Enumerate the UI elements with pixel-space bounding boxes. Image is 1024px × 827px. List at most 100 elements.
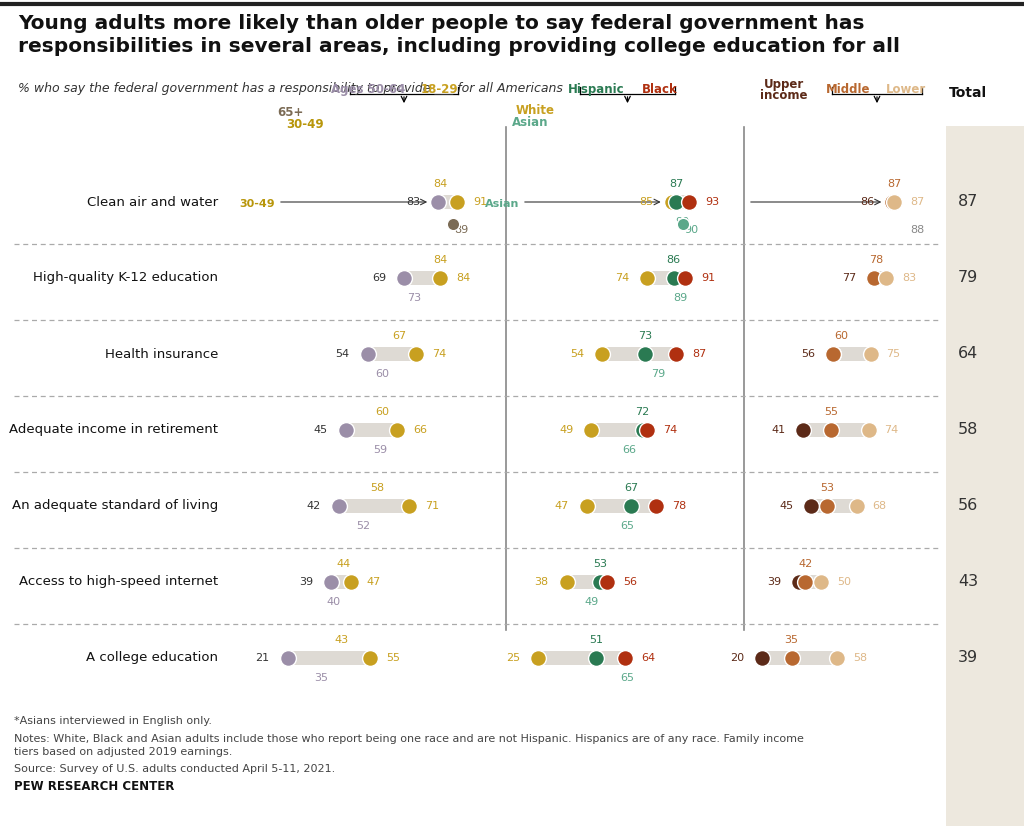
Text: 74: 74 — [432, 349, 446, 359]
Point — [588, 652, 604, 665]
Bar — [833, 347, 870, 361]
Text: 41: 41 — [771, 425, 785, 435]
Text: 83: 83 — [902, 273, 916, 283]
Point — [824, 347, 841, 361]
Bar — [339, 499, 409, 513]
Text: 64: 64 — [641, 653, 655, 663]
Point — [886, 195, 902, 208]
Text: 45: 45 — [313, 425, 328, 435]
Text: 39: 39 — [767, 577, 781, 587]
Point — [444, 218, 461, 231]
Text: Middle: Middle — [825, 83, 870, 96]
Text: 56: 56 — [801, 349, 815, 359]
Text: *Asians interviewed in English only.: *Asians interviewed in English only. — [14, 716, 212, 726]
Point — [343, 576, 359, 589]
Point — [599, 576, 615, 589]
Text: Black: Black — [642, 83, 678, 96]
Text: Asian: Asian — [484, 199, 519, 209]
Text: 65+: 65+ — [276, 106, 303, 118]
Point — [450, 195, 466, 208]
Point — [389, 423, 406, 437]
Bar — [346, 423, 397, 437]
Text: Lower: Lower — [886, 83, 926, 96]
Bar — [804, 423, 868, 437]
Text: 91: 91 — [701, 273, 715, 283]
Point — [594, 347, 610, 361]
Text: 58: 58 — [957, 423, 978, 437]
Text: 60: 60 — [834, 331, 848, 341]
Text: 78: 78 — [672, 501, 686, 511]
Text: An adequate standard of living: An adequate standard of living — [11, 500, 218, 513]
Text: Access to high-speed internet: Access to high-speed internet — [18, 576, 218, 589]
Point — [559, 576, 575, 589]
Bar — [288, 651, 370, 665]
Point — [280, 652, 296, 665]
Text: 83: 83 — [406, 197, 420, 207]
Text: 45: 45 — [779, 501, 794, 511]
Text: 42: 42 — [798, 559, 812, 569]
Point — [639, 423, 655, 437]
Point — [819, 500, 836, 513]
Point — [624, 500, 640, 513]
Point — [666, 271, 682, 284]
Text: 79: 79 — [957, 270, 978, 285]
Text: 52: 52 — [355, 521, 370, 531]
Point — [408, 347, 424, 361]
Text: 79: 79 — [651, 369, 666, 379]
Text: 78: 78 — [869, 255, 884, 265]
Point — [664, 195, 680, 208]
Point — [675, 218, 691, 231]
Text: Notes: White, Black and Asian adults include those who report being one race and: Notes: White, Black and Asian adults inc… — [14, 734, 804, 758]
Text: 88: 88 — [910, 225, 925, 235]
Text: 39: 39 — [299, 577, 313, 587]
Text: 35: 35 — [784, 635, 799, 645]
Bar — [587, 499, 656, 513]
Text: 64: 64 — [957, 347, 978, 361]
Point — [579, 500, 595, 513]
Text: 53: 53 — [593, 559, 607, 569]
Text: 55: 55 — [824, 407, 838, 417]
Text: 69: 69 — [372, 273, 386, 283]
Text: 87: 87 — [957, 194, 978, 209]
Bar — [567, 575, 607, 589]
Text: 59: 59 — [373, 445, 387, 455]
Text: 77: 77 — [842, 273, 856, 283]
Text: 90: 90 — [676, 217, 690, 227]
Point — [797, 576, 813, 589]
Text: 35: 35 — [314, 673, 329, 683]
Point — [583, 423, 599, 437]
Text: 87: 87 — [887, 179, 901, 189]
Text: 58: 58 — [853, 653, 867, 663]
Text: 30-49: 30-49 — [240, 199, 275, 209]
Text: 50: 50 — [838, 577, 851, 587]
Text: 18-29: 18-29 — [421, 83, 459, 96]
Text: 56: 56 — [957, 499, 978, 514]
Point — [359, 347, 376, 361]
Point — [884, 195, 900, 208]
Text: Total: Total — [949, 86, 987, 100]
Text: Hispanic: Hispanic — [567, 83, 625, 96]
Text: 85: 85 — [639, 197, 653, 207]
Point — [860, 423, 877, 437]
Point — [754, 652, 770, 665]
Point — [639, 271, 655, 284]
Text: 91: 91 — [473, 197, 487, 207]
Point — [681, 195, 697, 208]
Text: 42: 42 — [306, 501, 321, 511]
Point — [361, 652, 378, 665]
Text: 47: 47 — [367, 577, 381, 587]
Text: 93: 93 — [706, 197, 720, 207]
Text: 40: 40 — [327, 597, 341, 607]
Bar — [538, 651, 625, 665]
Text: 74: 74 — [885, 425, 899, 435]
Point — [396, 271, 413, 284]
Point — [668, 195, 684, 208]
Text: 71: 71 — [425, 501, 439, 511]
Bar — [800, 575, 821, 589]
Text: 66: 66 — [623, 445, 636, 455]
Text: 56: 56 — [623, 577, 637, 587]
Bar — [591, 423, 647, 437]
Point — [824, 347, 841, 361]
Text: 54: 54 — [336, 349, 350, 359]
Text: 43: 43 — [334, 635, 348, 645]
